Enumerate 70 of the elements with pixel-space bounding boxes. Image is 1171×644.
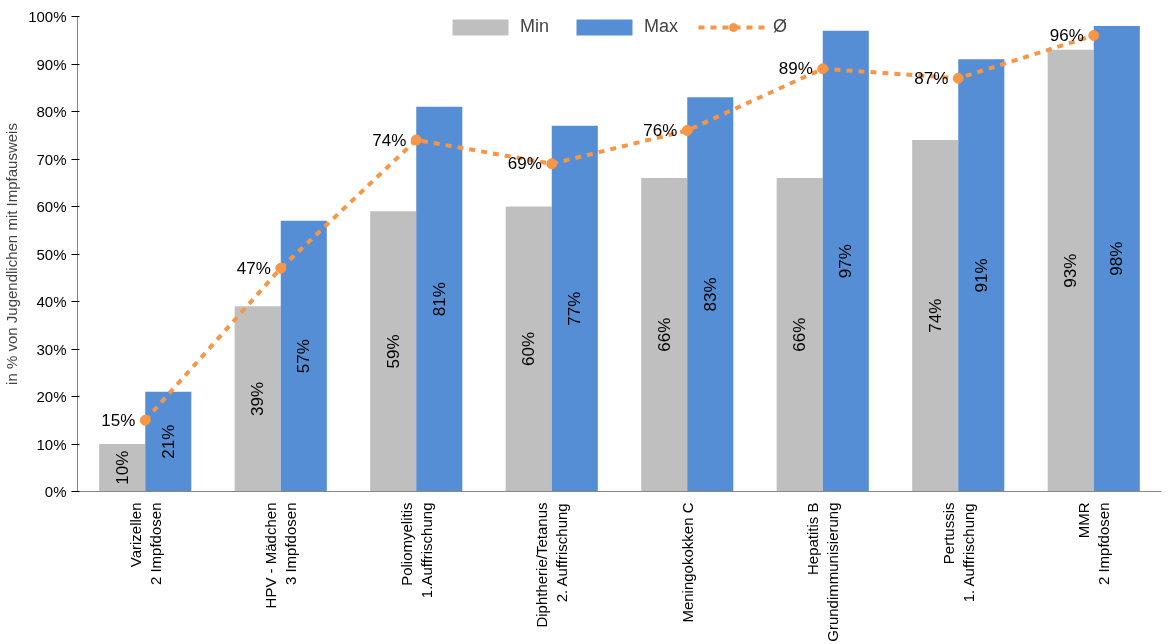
y-tick-label: 80% (36, 103, 67, 120)
data-label: 76% (643, 121, 678, 140)
bar (370, 211, 417, 492)
x-tick-label: Hepatitis B Grundimmunisierung (804, 502, 842, 642)
data-label: 21% (158, 424, 178, 459)
data-label: 77% (565, 291, 585, 326)
data-label: 83% (700, 277, 720, 312)
y-tick-label: 50% (36, 245, 67, 263)
legend-label: Ø (773, 16, 789, 37)
y-tick-label: 70% (36, 150, 67, 168)
data-label: 59% (383, 334, 403, 369)
data-label: 98% (1107, 241, 1127, 276)
data-label: 93% (1061, 253, 1081, 288)
data-label: 91% (971, 258, 991, 293)
bar (416, 106, 463, 492)
x-tick-label: Varizellen 2 Impfdosen (126, 502, 164, 586)
bar (1093, 26, 1140, 492)
y-tick-label: 30% (36, 340, 67, 358)
y-tick-label: 10% (36, 435, 67, 453)
data-label: 66% (654, 317, 674, 352)
data-label: 97% (836, 244, 856, 279)
legend-label: Min (519, 16, 549, 37)
bar (280, 220, 327, 492)
bar (145, 391, 192, 492)
data-label: 81% (429, 282, 449, 317)
bar (641, 178, 688, 492)
y-tick-label: 0% (44, 483, 67, 500)
x-tick-label: Diphtherie/Tetanus 2. Auffrischung (533, 502, 571, 628)
point (1088, 30, 1100, 41)
point (817, 63, 829, 75)
x-tick-label: HPV - Mädchen 3 Impfdosen (262, 502, 300, 609)
y-tick-label: 20% (36, 388, 67, 405)
data-label: 15% (101, 410, 136, 430)
x-tick-label: Poliomyelitis 1.Auffrischung (397, 502, 435, 599)
y-tick-label: 60% (36, 198, 67, 215)
data-label: 96% (1049, 26, 1084, 45)
bar (505, 206, 552, 492)
y-tick-label: 40% (36, 293, 67, 310)
y-tick-label: 90% (36, 55, 67, 73)
point (952, 72, 964, 84)
data-label: 87% (914, 68, 949, 88)
data-label: 89% (778, 59, 813, 79)
data-label: 10% (112, 450, 132, 485)
data-label: 66% (790, 317, 810, 352)
point (681, 125, 693, 136)
bar (1047, 49, 1094, 492)
x-tick-label: Meningokokken C (678, 502, 696, 623)
point (546, 158, 558, 170)
x-tick-label: Pertussis 1. Auffrischung (939, 502, 977, 603)
x-tick-label: MMR 2 Impfdosen (1075, 502, 1113, 586)
data-label: 60% (519, 331, 539, 367)
legend-label: Max (644, 16, 679, 37)
data-label: 74% (372, 130, 407, 150)
bar (822, 30, 869, 492)
data-label: 39% (248, 381, 268, 416)
data-label: 69% (507, 154, 542, 174)
point (139, 414, 151, 426)
y-axis-title: in % von Jugendlichen mit Impfausweis (3, 123, 21, 385)
data-label: 57% (294, 339, 314, 374)
point (275, 262, 287, 274)
bar (687, 97, 734, 492)
bar (776, 178, 823, 492)
bar (234, 306, 281, 492)
data-label: 74% (925, 298, 945, 333)
bar (912, 140, 959, 492)
bar (551, 125, 598, 492)
bar (958, 59, 1005, 492)
point (410, 134, 422, 146)
y-tick-label: 100% (28, 8, 67, 25)
data-label: 47% (236, 258, 271, 278)
